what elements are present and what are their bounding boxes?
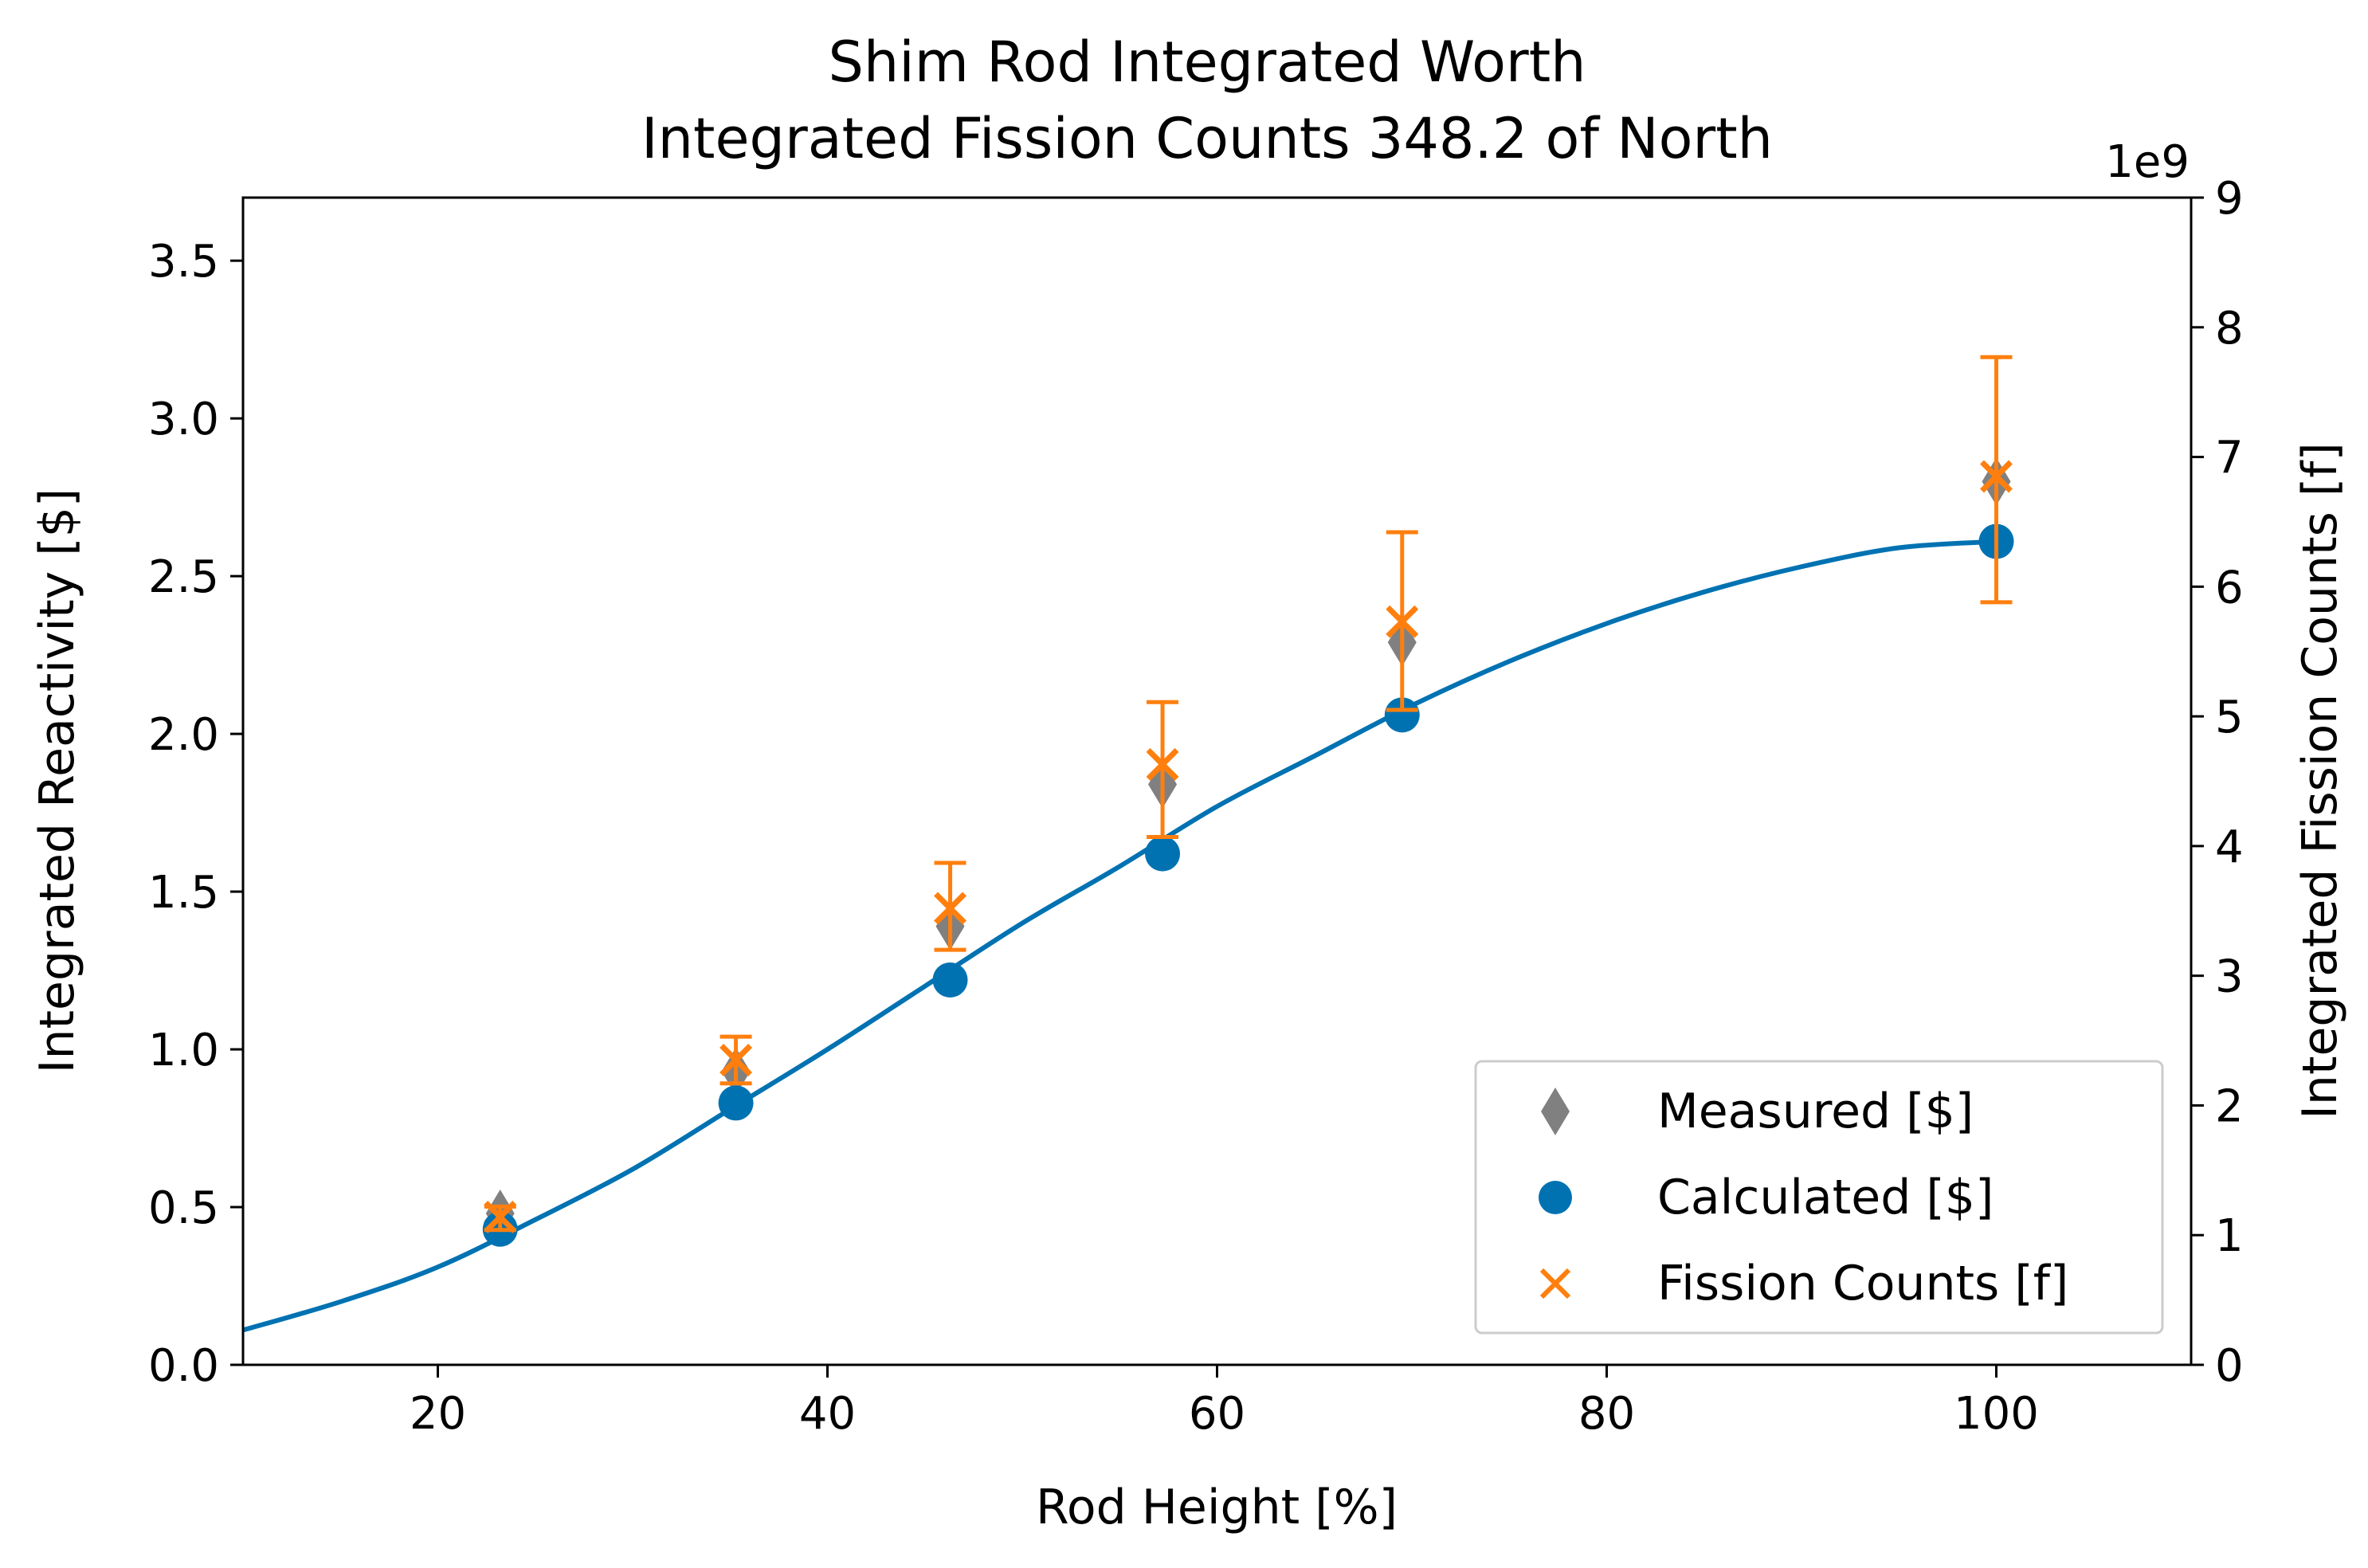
y2-tick-label: 2 (2215, 1080, 2244, 1132)
x-axis: 20 40 60 80 100 (410, 1365, 2039, 1440)
x-tick-label: 60 (1189, 1388, 1245, 1440)
legend: Measured [$] Calculated [$] Fission Coun… (1474, 1060, 2164, 1335)
x-axis-label: Rod Height [%] (1036, 1480, 1398, 1535)
fission-point (484, 1200, 517, 1233)
legend-label-fission: Fission Counts [f] (1657, 1256, 2068, 1311)
calculated-point (932, 962, 968, 998)
calculated-point (718, 1085, 754, 1121)
x-tick-label: 20 (410, 1388, 466, 1440)
y2-tick-label: 4 (2215, 821, 2244, 873)
legend-circle-icon (1539, 1181, 1572, 1214)
y2-tick-label: 5 (2215, 692, 2244, 743)
y2-tick-label: 9 (2215, 173, 2244, 225)
y-tick-label: 0.0 (148, 1340, 219, 1392)
y-tick-label: 2.0 (148, 709, 219, 761)
y-axis-left: 0.0 0.5 1.0 1.5 2.0 2.5 3.0 3.5 (148, 236, 243, 1392)
y-axis-right: 0 1 2 3 4 5 6 7 8 9 (2191, 173, 2244, 1392)
y2-offset-label: 1e9 (2105, 136, 2190, 188)
y-tick-label: 1.5 (148, 867, 219, 919)
y-tick-label: 3.5 (148, 236, 219, 288)
y2-tick-label: 8 (2215, 303, 2244, 355)
y2-tick-label: 0 (2215, 1340, 2244, 1392)
x-tick-label: 100 (1954, 1388, 2039, 1440)
legend-box (1474, 1060, 2164, 1335)
x-tick-label: 40 (799, 1388, 856, 1440)
calculated-point (1145, 836, 1181, 872)
chart-subtitle: Integrated Fission Counts 348.2 of North (641, 106, 1773, 171)
fit-curve-layer (242, 539, 1997, 1333)
legend-label-measured: Measured [$] (1657, 1084, 1974, 1139)
fit-curve-line (242, 539, 1997, 1333)
legend-label-calculated: Calculated [$] (1657, 1170, 1994, 1225)
data-marks-layer (482, 355, 2014, 1247)
y2-tick-label: 6 (2215, 562, 2244, 613)
y-tick-label: 1.0 (148, 1025, 219, 1076)
calculated-point (1384, 697, 1420, 733)
fission-point (1980, 460, 2013, 493)
y-tick-label: 3.0 (148, 394, 219, 445)
fission-point (934, 892, 967, 925)
y2-tick-label: 7 (2215, 433, 2244, 484)
y2-axis-label: Integrated Fission Counts [f] (2292, 442, 2348, 1119)
chart-title: Shim Rod Integrated Worth (828, 29, 1586, 95)
y2-tick-label: 1 (2215, 1210, 2244, 1262)
y2-tick-label: 3 (2215, 951, 2244, 1003)
fission-point (1386, 605, 1419, 638)
y-tick-label: 2.5 (148, 551, 219, 603)
legend-x-icon (1539, 1268, 1571, 1299)
x-tick-label: 80 (1578, 1388, 1635, 1440)
y-tick-label: 0.5 (148, 1182, 219, 1234)
legend-diamond-icon (1541, 1088, 1570, 1135)
fission-point (1146, 747, 1179, 781)
fission-point (719, 1043, 753, 1076)
y-axis-label: Integrated Reactivity [$] (29, 488, 85, 1073)
